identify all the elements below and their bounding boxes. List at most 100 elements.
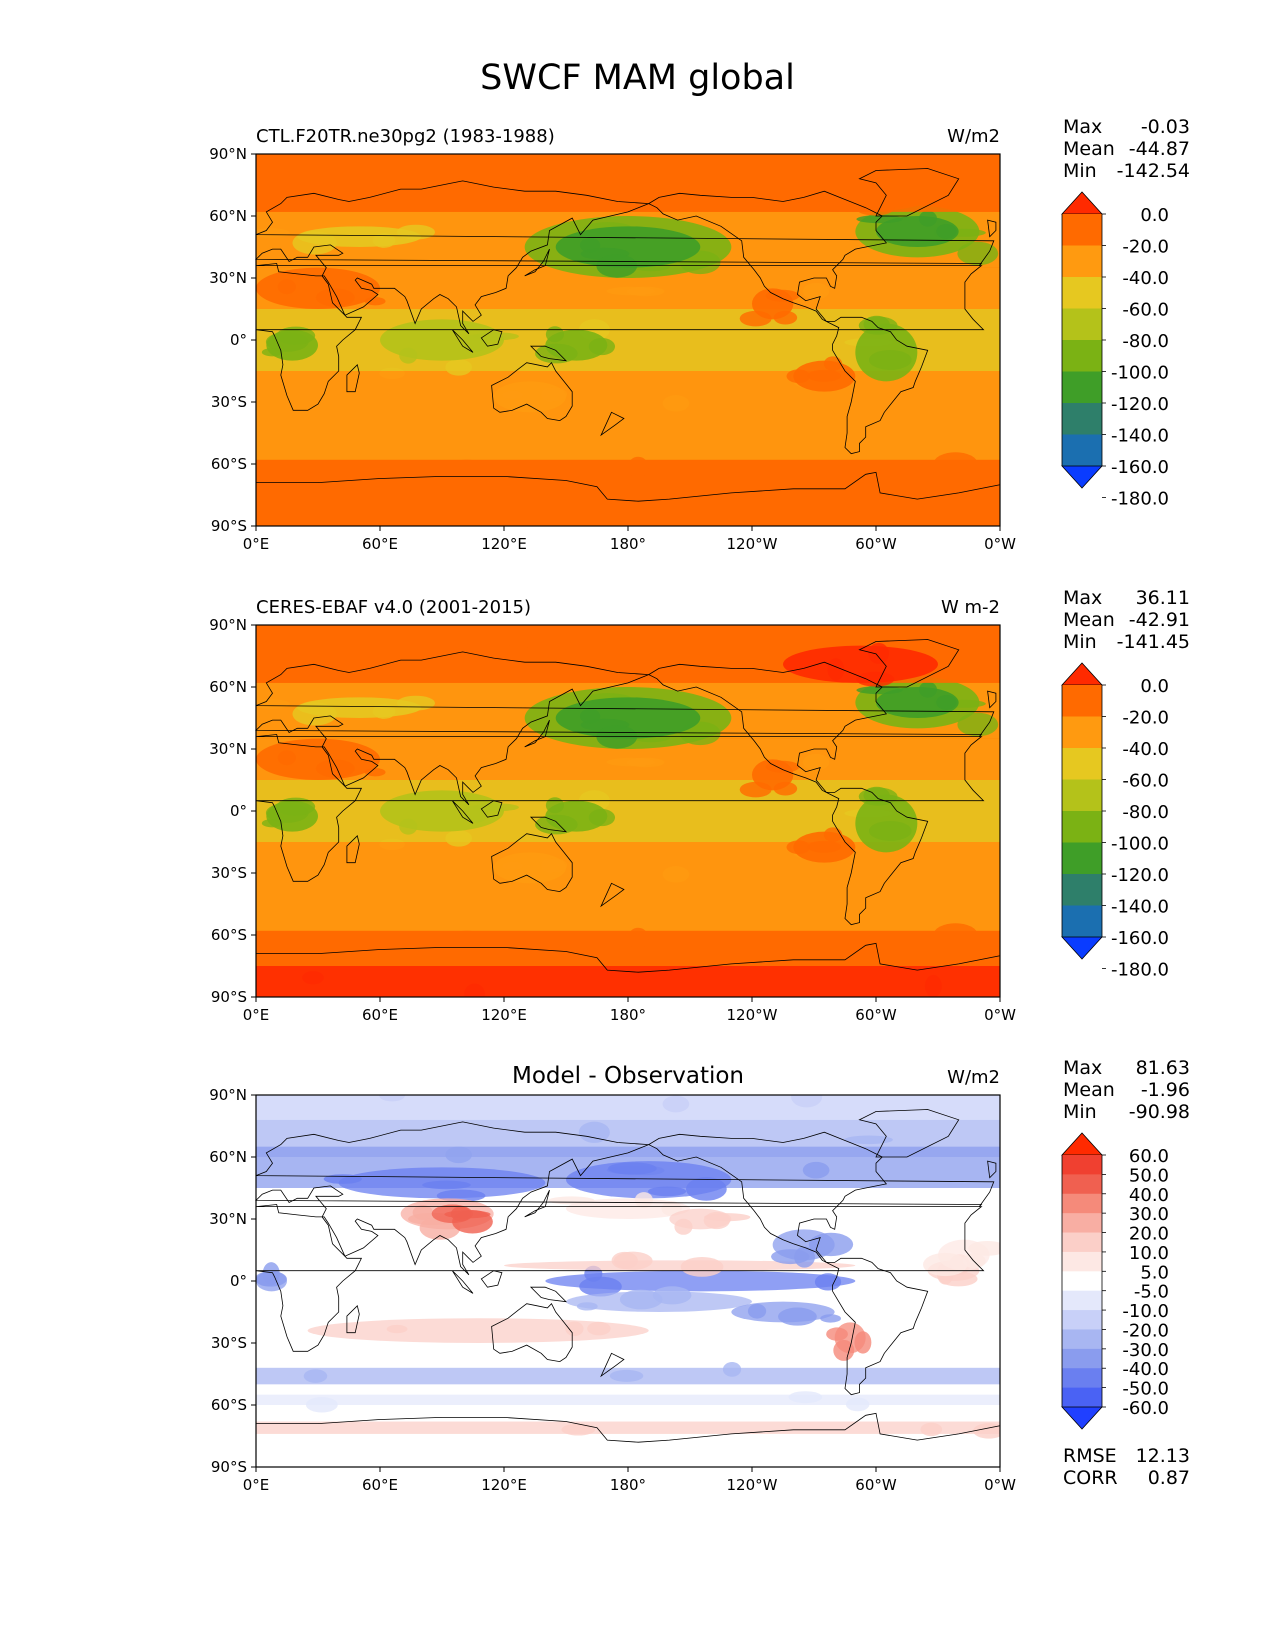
y-tick-label: 90°N [209,1086,247,1104]
colorbar-segment [1062,1329,1102,1350]
field-blob [783,174,938,212]
y-tick-label: 0° [230,331,247,349]
x-tick-label: 60°W [855,535,897,553]
field-speckle [609,1369,644,1382]
coastline [600,882,625,908]
coastline [987,690,997,709]
field-speckle [703,1211,730,1230]
field-speckle [447,459,487,475]
field-speckle [788,1391,823,1404]
colorbar-segment [1062,1387,1102,1408]
field-speckle [323,1174,362,1184]
y-tick-label: 90°S [211,517,247,535]
y-tick-label: 30°S [211,1334,247,1352]
colorbar-label: -80.0 [1122,331,1169,352]
x-tick-label: 180° [610,1476,646,1494]
coastline [858,168,960,217]
x-tick-label: 0°E [243,1476,270,1494]
field-speckle [561,950,596,963]
field-speckle [627,456,649,478]
field-speckle [399,347,418,364]
field-speckle [933,923,978,947]
panel-difference: Model - Observation W/m2 0°E 60°E 120°E 180… [0,1057,1275,1507]
error-stats-box: RMSE 12.13 CORR 0.87 [1063,1445,1190,1489]
field-blob [545,1270,856,1292]
field-speckle [973,951,1000,968]
field-layer [256,625,1000,997]
colorbar-label: -10.0 [1122,1301,1169,1322]
colorbar-label: -180.0 [1111,960,1169,981]
coastline [600,1352,625,1378]
panel-observation: CERES-EBAF v4.0 (2001-2015) W m-2 0°E 60°… [0,587,1275,1037]
field-blob [504,1260,856,1271]
stats-box: Max 81.63 Mean -1.96 Min -90.98 [1063,1057,1190,1123]
field-speckle [543,387,568,402]
coastline [858,1109,960,1158]
field-speckle [445,830,473,847]
colorbar-segment [1062,371,1102,404]
field-speckle [545,326,564,343]
field-speckle [256,228,290,238]
stat-mean: Mean -44.87 [1063,138,1190,160]
coastline [647,661,929,926]
coastline [600,411,625,437]
coastline [987,1160,997,1179]
y-tick-label: 60°N [209,207,247,225]
coastline [491,833,573,893]
field-speckle [802,282,830,300]
colorbar-segment [1062,1155,1102,1175]
field-speckle [647,1186,687,1197]
y-tick-label: 90°N [209,616,247,634]
field-speckle [918,210,937,227]
field-blob [783,645,938,683]
field-speckle [579,1276,622,1297]
coastline [529,345,568,362]
coastline [255,942,1001,998]
colorbar-label: -180.0 [1111,489,1169,510]
coastline [451,329,474,353]
field-speckle [920,949,943,963]
field-speckle [920,1422,943,1437]
field-speckle [598,169,631,185]
colorbar-segments [1061,662,1103,960]
stat-max: Max 81.63 [1063,1057,1190,1079]
field-speckle [561,479,596,492]
coastline [529,1286,568,1303]
field-speckle [918,681,937,698]
field-speckle [662,866,690,883]
stat-min: Min -90.98 [1063,1101,1190,1123]
field-blob [876,216,959,247]
colorbar-label: -100.0 [1111,363,1169,384]
field-speckle [845,1397,870,1412]
stats-box: Max -0.03 Mean -44.87 Min -142.54 [1063,116,1190,182]
coastline [524,248,550,277]
coastline [524,719,550,748]
y-tick-label: 60°S [211,455,247,473]
x-tick-label: 60°W [855,1006,897,1024]
field-layer [256,154,1000,526]
field-speckle [868,171,890,193]
field-speckle [924,974,942,997]
field-blob [876,687,959,718]
field-speckle [968,1240,1000,1256]
field-speckle [786,840,811,854]
field-band [256,930,1000,940]
field-band [256,842,1000,931]
colorbar-cap-bottom [1061,1406,1103,1430]
field-speckle [548,1196,595,1205]
field-speckle [626,286,665,297]
field-speckle [612,154,630,173]
x-tick-label: 120°E [481,1476,527,1494]
field-band [256,939,1000,966]
colorbar-label: 20.0 [1129,1224,1169,1245]
field-speckle [588,808,616,827]
field-speckle [739,781,772,798]
colorbar-label: 0.0 [1140,205,1169,226]
field-speckle [578,1121,610,1143]
x-tick-label: 0°W [984,535,1016,553]
panel-units: W/m2 [947,1067,1000,1088]
panel-title: Model - Observation [511,1063,745,1089]
x-tick-label: 60°E [362,1006,398,1024]
colorbar-cap-top [1061,662,1103,686]
colorbar-segment [1062,340,1102,372]
